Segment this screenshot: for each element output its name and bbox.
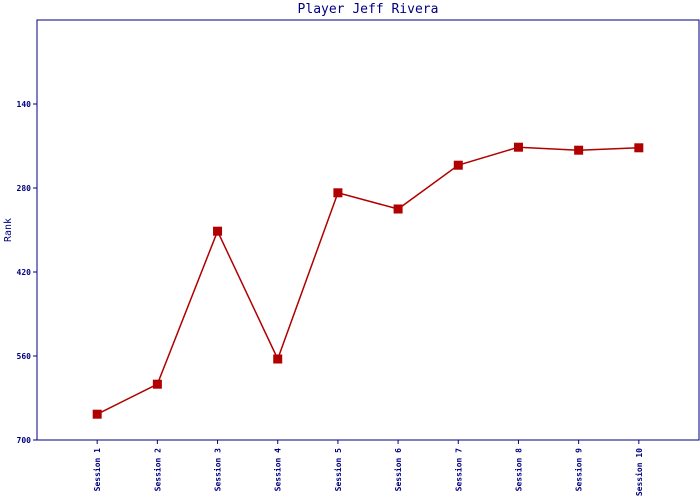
y-tick-label: 420: [17, 268, 32, 277]
data-point: [92, 409, 102, 419]
data-point: [333, 188, 343, 198]
data-point: [513, 142, 523, 152]
y-axis-label: Rank: [3, 218, 14, 242]
x-tick-label: Session 2: [152, 448, 162, 492]
x-tick-label: Session 10: [634, 448, 644, 496]
x-tick-label: Session 4: [273, 448, 283, 492]
data-point: [273, 354, 283, 364]
y-tick-label: 700: [17, 436, 32, 445]
data-point: [213, 226, 223, 236]
x-tick-label: Session 7: [453, 448, 463, 492]
x-tick-label: Session 1: [92, 448, 102, 492]
x-tick-label: Session 9: [574, 448, 584, 492]
data-point: [152, 379, 162, 389]
x-tick-label: Session 8: [513, 448, 523, 492]
x-tick-label: Session 5: [333, 448, 343, 492]
data-point: [634, 143, 644, 153]
chart-title: Player Jeff Rivera: [298, 2, 439, 17]
x-tick-label: Session 3: [213, 448, 223, 492]
data-line: [96, 146, 639, 415]
data-point: [574, 145, 584, 155]
y-tick-label: 280: [17, 184, 32, 193]
plot-frame: [36, 19, 700, 441]
data-point: [393, 204, 403, 214]
y-tick-label: 140: [17, 100, 32, 109]
y-tick-label: 560: [17, 352, 32, 361]
x-tick-label: Session 6: [393, 448, 403, 492]
data-point: [453, 160, 463, 170]
